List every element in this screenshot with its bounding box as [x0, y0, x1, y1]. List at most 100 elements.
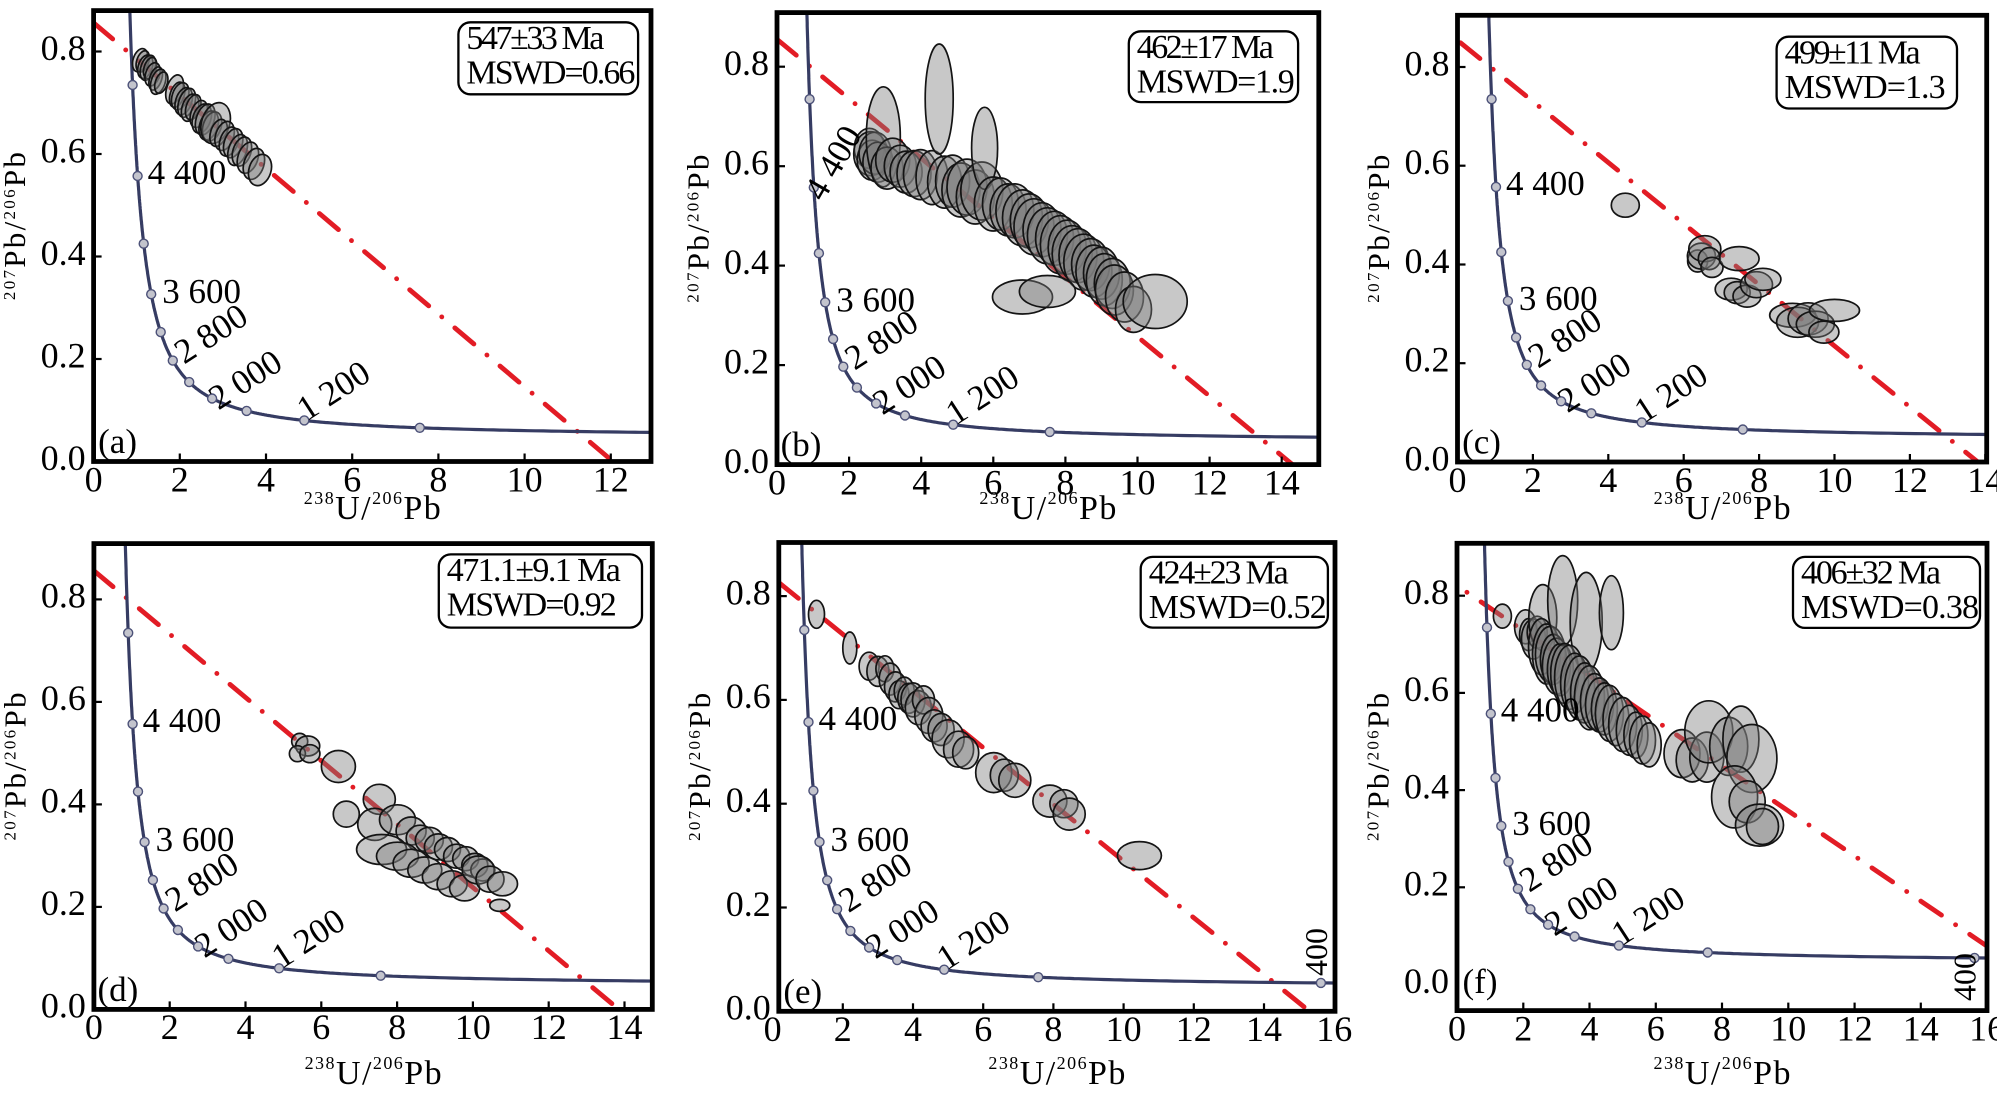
svg-text:0.6: 0.6 — [41, 130, 86, 170]
svg-text:0.4: 0.4 — [1404, 766, 1449, 806]
svg-text:0.4: 0.4 — [726, 780, 771, 820]
svg-text:0.2: 0.2 — [724, 341, 769, 381]
svg-text:12: 12 — [1192, 462, 1228, 502]
svg-text:6: 6 — [1647, 1008, 1665, 1048]
svg-text:2: 2 — [840, 462, 858, 502]
svg-text:4 400: 4 400 — [148, 153, 227, 192]
svg-text:14: 14 — [607, 1007, 643, 1047]
svg-text:238U/206Pb: 238U/206Pb — [1654, 488, 1791, 527]
svg-text:MSWD=0.38: MSWD=0.38 — [1801, 589, 1979, 626]
svg-text:0.8: 0.8 — [1405, 43, 1450, 83]
svg-text:0.4: 0.4 — [724, 242, 769, 282]
svg-text:400: 400 — [1946, 953, 1982, 1001]
svg-text:6: 6 — [1675, 460, 1693, 500]
svg-text:3 600: 3 600 — [156, 820, 235, 859]
svg-text:0.6: 0.6 — [41, 678, 86, 718]
svg-text:0.2: 0.2 — [41, 883, 86, 923]
svg-text:8: 8 — [1056, 462, 1074, 502]
svg-text:406±32 Ma: 406±32 Ma — [1801, 555, 1941, 592]
svg-text:(b): (b) — [781, 425, 822, 464]
svg-text:MSWD=0.52: MSWD=0.52 — [1149, 589, 1327, 626]
svg-text:0.0: 0.0 — [1405, 438, 1450, 478]
svg-text:(c): (c) — [1462, 423, 1501, 462]
svg-text:0.2: 0.2 — [41, 335, 86, 375]
svg-text:0.8: 0.8 — [41, 576, 86, 616]
svg-text:0.6: 0.6 — [1404, 669, 1449, 709]
svg-text:(e): (e) — [783, 972, 822, 1011]
svg-text:0.0: 0.0 — [1404, 961, 1449, 1001]
svg-text:12: 12 — [1892, 460, 1928, 500]
svg-text:471.1±9.1 Ma: 471.1±9.1 Ma — [447, 552, 621, 589]
svg-text:3 600: 3 600 — [836, 280, 915, 319]
svg-text:10: 10 — [1120, 462, 1156, 502]
svg-text:12: 12 — [593, 459, 629, 499]
svg-text:238U/206Pb: 238U/206Pb — [304, 488, 441, 527]
svg-text:6: 6 — [312, 1007, 330, 1047]
svg-text:0.2: 0.2 — [1404, 864, 1449, 904]
svg-text:400: 400 — [1298, 928, 1334, 976]
svg-text:207Pb/206Pb: 207Pb/206Pb — [0, 152, 32, 300]
svg-text:0.2: 0.2 — [726, 884, 771, 924]
svg-text:3 600: 3 600 — [162, 272, 241, 311]
svg-text:14: 14 — [1903, 1008, 1939, 1048]
svg-text:2: 2 — [1514, 1008, 1532, 1048]
svg-text:547±33 Ma: 547±33 Ma — [466, 20, 604, 57]
svg-text:(f): (f) — [1463, 962, 1498, 1001]
svg-text:0: 0 — [85, 1007, 103, 1047]
svg-text:0.6: 0.6 — [1405, 142, 1450, 182]
svg-text:0.4: 0.4 — [1405, 241, 1450, 281]
svg-text:10: 10 — [455, 1007, 491, 1047]
svg-text:2: 2 — [171, 459, 189, 499]
svg-text:0.6: 0.6 — [726, 676, 771, 716]
svg-text:238U/206Pb: 238U/206Pb — [979, 488, 1116, 527]
svg-text:MSWD=1.3: MSWD=1.3 — [1785, 69, 1946, 106]
svg-text:238U/206Pb: 238U/206Pb — [1654, 1053, 1791, 1092]
svg-text:3 600: 3 600 — [831, 820, 910, 859]
svg-text:4 400: 4 400 — [1501, 691, 1580, 730]
svg-text:0.8: 0.8 — [724, 43, 769, 83]
svg-text:0.0: 0.0 — [724, 441, 769, 481]
svg-text:2: 2 — [161, 1007, 179, 1047]
svg-text:4: 4 — [237, 1007, 255, 1047]
svg-text:238U/206Pb: 238U/206Pb — [988, 1053, 1125, 1092]
svg-text:4 400: 4 400 — [819, 699, 898, 738]
svg-text:MSWD=0.66: MSWD=0.66 — [466, 55, 635, 92]
svg-text:3 600: 3 600 — [1519, 279, 1598, 318]
svg-text:0.0: 0.0 — [41, 986, 86, 1026]
svg-text:424±23 Ma: 424±23 Ma — [1149, 555, 1289, 592]
svg-text:0: 0 — [1448, 1008, 1466, 1048]
svg-text:(d): (d) — [97, 970, 138, 1009]
svg-text:6: 6 — [984, 462, 1002, 502]
svg-text:0.8: 0.8 — [41, 28, 86, 68]
svg-text:238U/206Pb: 238U/206Pb — [305, 1053, 442, 1092]
svg-text:0: 0 — [768, 462, 786, 502]
svg-text:MSWD=0.92: MSWD=0.92 — [447, 587, 617, 624]
svg-text:0.6: 0.6 — [724, 142, 769, 182]
svg-text:0.0: 0.0 — [41, 438, 86, 478]
svg-text:4: 4 — [1581, 1008, 1599, 1048]
svg-text:207Pb/206Pb: 207Pb/206Pb — [0, 693, 32, 841]
svg-text:2: 2 — [834, 1009, 852, 1049]
svg-text:0.4: 0.4 — [41, 233, 86, 273]
svg-text:(a): (a) — [98, 422, 137, 461]
svg-text:10: 10 — [1106, 1009, 1142, 1049]
svg-text:0.8: 0.8 — [1404, 572, 1449, 612]
svg-text:4 400: 4 400 — [143, 701, 222, 740]
svg-text:4: 4 — [257, 459, 275, 499]
svg-text:207Pb/206Pb: 207Pb/206Pb — [1361, 155, 1396, 303]
svg-text:10: 10 — [1817, 460, 1853, 500]
svg-text:16: 16 — [1969, 1008, 1997, 1048]
svg-text:2: 2 — [1524, 460, 1542, 500]
svg-text:0: 0 — [1449, 460, 1467, 500]
svg-text:10: 10 — [1770, 1008, 1806, 1048]
svg-text:0: 0 — [85, 459, 103, 499]
svg-text:462±17 Ma: 462±17 Ma — [1137, 29, 1274, 66]
svg-text:0.8: 0.8 — [726, 572, 771, 612]
svg-text:12: 12 — [531, 1007, 567, 1047]
svg-text:4 400: 4 400 — [1506, 164, 1585, 203]
svg-text:12: 12 — [1837, 1008, 1873, 1048]
svg-text:0.2: 0.2 — [1405, 339, 1450, 379]
svg-text:499±11 Ma: 499±11 Ma — [1785, 34, 1921, 71]
svg-text:8: 8 — [1750, 460, 1768, 500]
svg-text:6: 6 — [343, 459, 361, 499]
